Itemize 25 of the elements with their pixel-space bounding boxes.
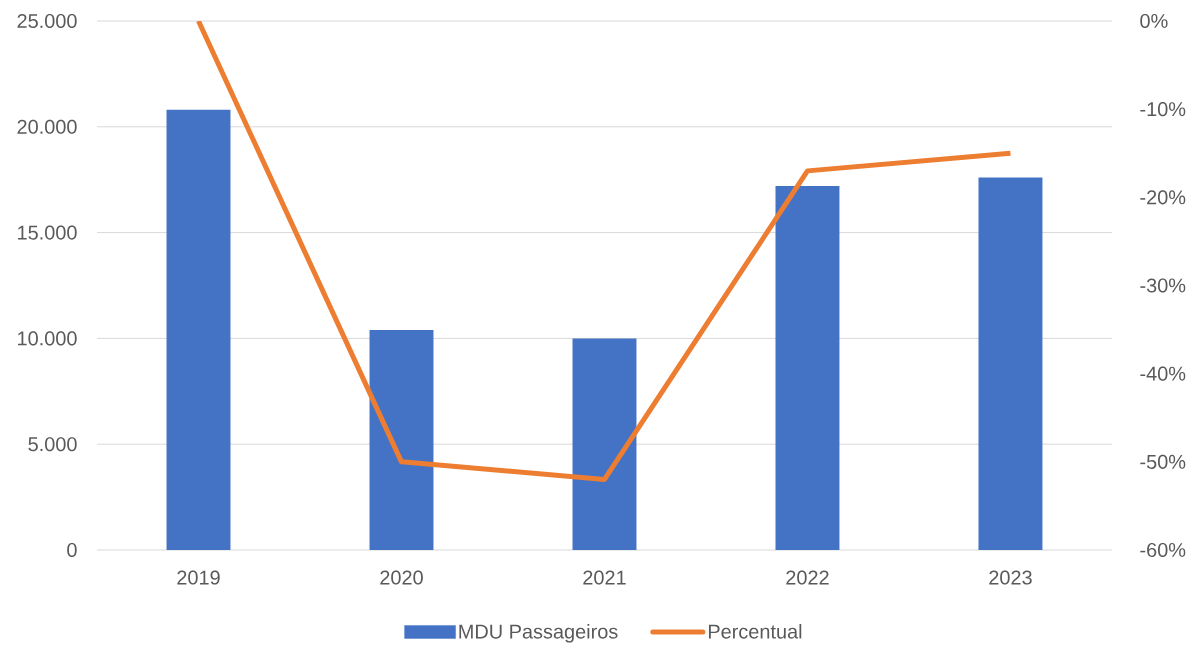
x-tick-label: 2020	[380, 570, 423, 585]
y-tick-label: 15.000	[18, 225, 77, 240]
y-tick-label: 0	[67, 542, 77, 558]
y2-tick-label: -20%	[1140, 190, 1186, 205]
bar	[572, 338, 637, 550]
y-tick-label: 5.000	[28, 437, 77, 452]
y2-tick-label: -30%	[1140, 278, 1186, 293]
y-tick-label: 25.000	[17, 13, 77, 29]
legend-label: Percentual	[708, 624, 802, 639]
y-tick-label: 10.000	[18, 331, 77, 346]
bar	[978, 177, 1043, 550]
x-tick-label: 2021	[583, 570, 626, 585]
bar	[775, 186, 840, 550]
bar	[369, 329, 434, 550]
y2-tick-label: -50%	[1140, 454, 1186, 469]
x-tick-label: 2023	[989, 570, 1032, 585]
y2-tick-label: 0%	[1140, 13, 1168, 29]
x-tick-label: 2022	[786, 570, 829, 585]
y2-tick-label: -40%	[1140, 366, 1186, 381]
legend-label: MDU Passageiros	[459, 624, 618, 643]
y2-tick-label: -10%	[1140, 102, 1186, 117]
x-tick-label: 2019	[177, 570, 220, 585]
y-tick-label: 20.000	[17, 119, 77, 134]
bar	[166, 109, 231, 550]
y2-tick-label: -60%	[1140, 542, 1186, 558]
